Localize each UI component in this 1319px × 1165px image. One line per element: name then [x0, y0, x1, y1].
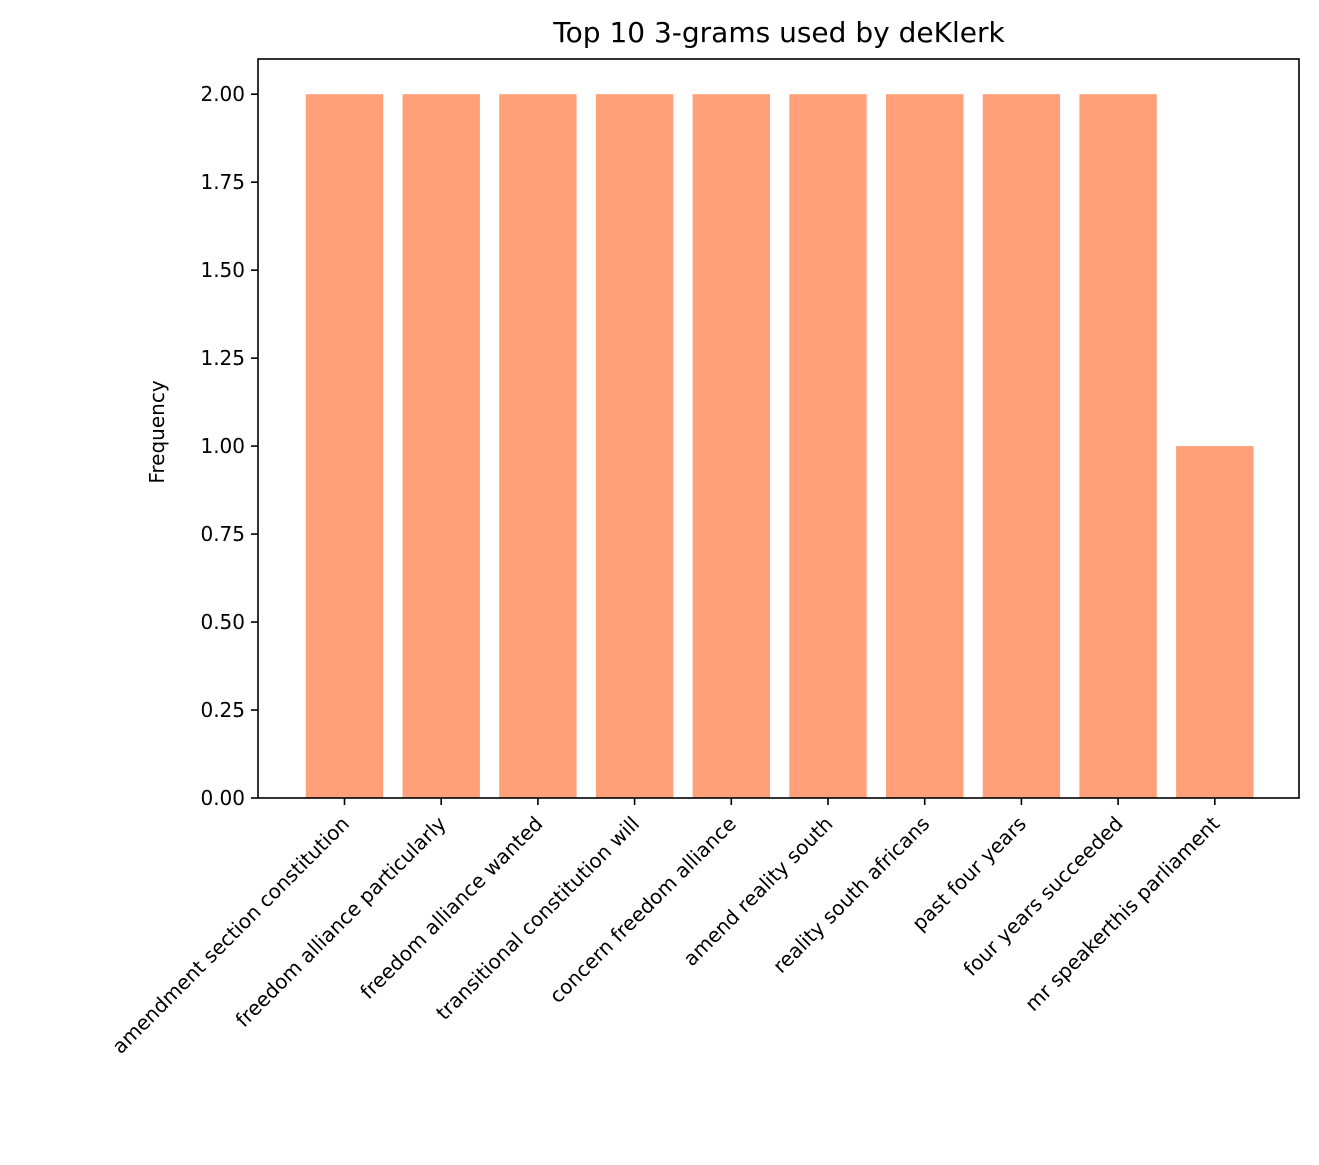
y-tick-label: 1.25 [200, 346, 245, 370]
y-tick-label: 0.00 [200, 786, 245, 810]
bar [305, 94, 384, 798]
y-tick-label: 0.50 [200, 610, 245, 634]
x-tick-label: freedom alliance wanted [355, 812, 547, 1004]
y-tick-label: 1.50 [200, 258, 245, 282]
y-axis-label: Frequency [145, 380, 169, 483]
bar [1176, 446, 1254, 798]
plot-frame [257, 58, 1300, 799]
y-tick-label: 0.75 [200, 522, 245, 546]
x-tick-label: transitional constitution will [431, 812, 644, 1025]
bar [789, 94, 867, 798]
y-tick-label: 1.00 [200, 434, 245, 458]
bar [499, 94, 577, 798]
y-tick-label: 0.25 [200, 698, 245, 722]
bar [402, 94, 480, 798]
y-axis: 0.00 0.25 0.50 0.75 1.00 1.25 1.50 1.75 2.00 [200, 82, 258, 810]
chart-title: Top 10 3-grams used by deKlerk [552, 16, 1005, 49]
bar [982, 94, 1061, 798]
bar [1079, 94, 1157, 798]
bars-group [305, 94, 1254, 798]
x-tick-label: reality south africans [768, 812, 934, 978]
x-tick-label: mr speakerthis parliament [1020, 811, 1224, 1015]
y-tick-label: 2.00 [200, 82, 245, 106]
x-tick-label: concern freedom alliance [545, 812, 741, 1008]
x-tick-label: four years succeeded [958, 812, 1127, 981]
x-tick-label: freedom alliance particularly [231, 811, 451, 1031]
bar [692, 94, 770, 798]
y-tick-label: 1.75 [200, 170, 245, 194]
bar [886, 94, 964, 798]
bar [595, 94, 674, 798]
